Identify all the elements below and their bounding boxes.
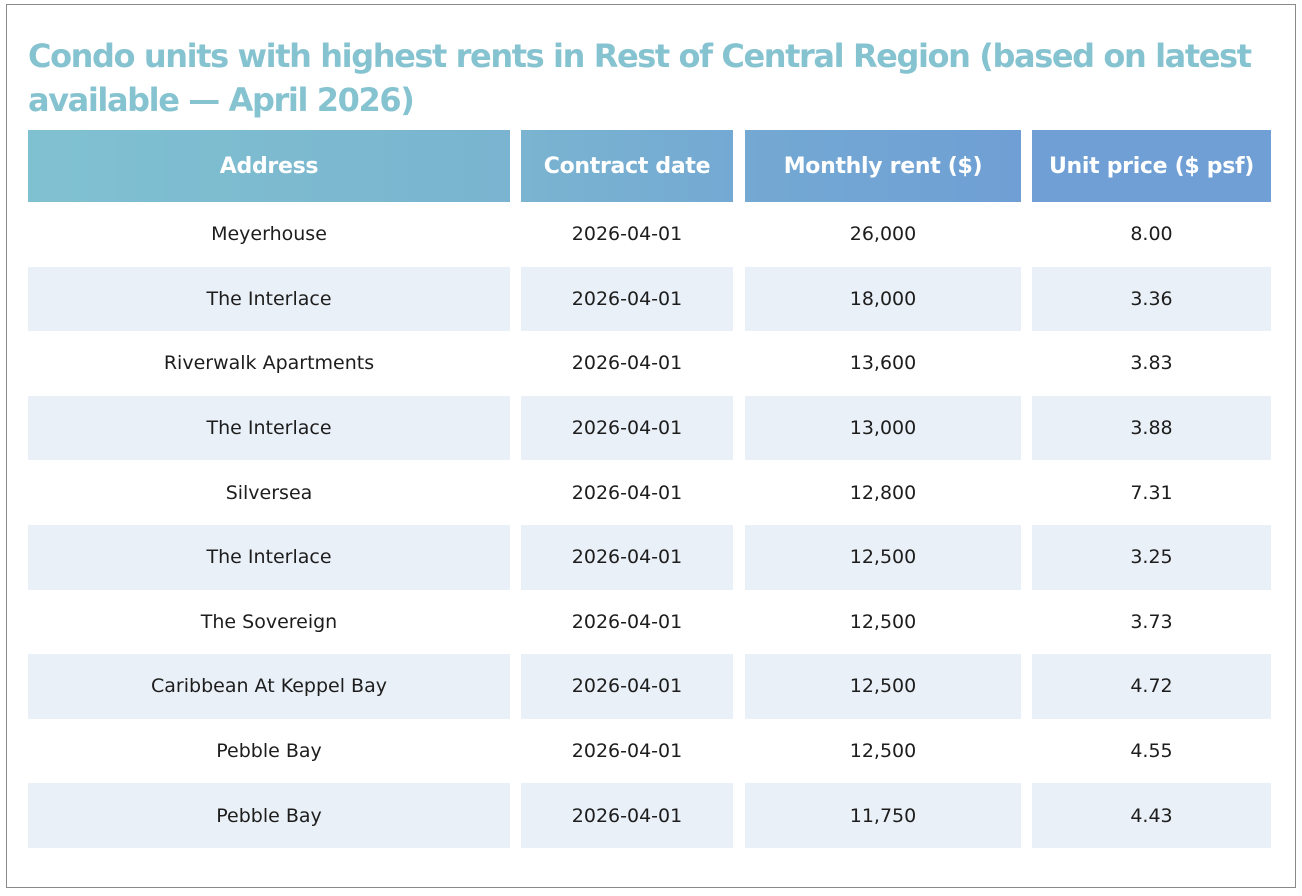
- cell-unit-price: 3.25: [1032, 524, 1271, 590]
- header-contract-date: Contract date: [521, 130, 733, 202]
- table-row: Silversea 2026-04-01 12,800 7.31: [28, 460, 1271, 525]
- table-row: Riverwalk Apartments 2026-04-01 13,600 3.83: [28, 331, 1271, 396]
- cell-unit-price: 3.83: [1130, 352, 1173, 375]
- cell-address: The Sovereign: [200, 610, 338, 633]
- cell-address: Pebble Bay: [216, 740, 322, 763]
- cell-monthly-rent: 26,000: [849, 223, 917, 246]
- cell-unit-price: 7.31: [1130, 481, 1173, 504]
- cell-address: Riverwalk Apartments: [163, 352, 375, 375]
- cell-contract-date: 2026-04-01: [521, 654, 733, 719]
- cell-monthly-rent: 11,750: [745, 783, 1021, 848]
- cell-address: The Interlace: [28, 266, 510, 332]
- cell-unit-price: 3.73: [1130, 610, 1173, 633]
- table-row: Meyerhouse 2026-04-01 26,000 8.00: [28, 202, 1271, 267]
- cell-address: Meyerhouse: [211, 223, 327, 246]
- cell-contract-date: 2026-04-01: [521, 783, 733, 848]
- cell-monthly-rent: 12,500: [849, 740, 917, 763]
- table-body: Meyerhouse 2026-04-01 26,000 8.00 The Interl…: [28, 202, 1271, 848]
- cell-address: Pebble Bay: [28, 783, 510, 848]
- header-unit-price: Unit price ($ psf): [1032, 130, 1271, 202]
- cell-address: The Interlace: [28, 524, 510, 590]
- cell-contract-date: 2026-04-01: [571, 610, 683, 633]
- cell-unit-price: 4.72: [1032, 654, 1271, 719]
- cell-monthly-rent: 13,000: [745, 395, 1021, 461]
- table-row: Caribbean At Keppel Bay 2026-04-01 12,500 4…: [28, 654, 1271, 719]
- cell-unit-price: 3.36: [1032, 266, 1271, 332]
- cell-contract-date: 2026-04-01: [521, 266, 733, 332]
- cell-contract-date: 2026-04-01: [571, 223, 683, 246]
- cell-contract-date: 2026-04-01: [521, 524, 733, 590]
- cell-contract-date: 2026-04-01: [571, 481, 683, 504]
- table-row: The Interlace 2026-04-01 13,000 3.88: [28, 395, 1271, 461]
- cell-monthly-rent: 12,500: [745, 654, 1021, 719]
- cell-unit-price: 8.00: [1130, 223, 1173, 246]
- table-row: The Interlace 2026-04-01 18,000 3.36: [28, 266, 1271, 332]
- data-table: Address Contract date Monthly rent ($) U…: [28, 130, 1271, 848]
- cell-contract-date: 2026-04-01: [571, 352, 683, 375]
- cell-contract-date: 2026-04-01: [521, 395, 733, 461]
- header-address: Address: [28, 130, 510, 202]
- table-row: Pebble Bay 2026-04-01 12,500 4.55: [28, 719, 1271, 784]
- cell-contract-date: 2026-04-01: [571, 740, 683, 763]
- cell-monthly-rent: 12,500: [745, 524, 1021, 590]
- cell-address: Caribbean At Keppel Bay: [28, 654, 510, 719]
- table-row: Pebble Bay 2026-04-01 11,750 4.43: [28, 783, 1271, 848]
- cell-unit-price: 3.88: [1032, 395, 1271, 461]
- cell-address: Silversea: [225, 481, 313, 504]
- header-monthly-rent: Monthly rent ($): [745, 130, 1021, 202]
- cell-unit-price: 4.55: [1130, 740, 1173, 763]
- chart-title: Condo units with highest rents in Rest o…: [28, 37, 1252, 119]
- table-row: The Sovereign 2026-04-01 12,500 3.73: [28, 590, 1271, 655]
- cell-address: The Interlace: [28, 395, 510, 461]
- cell-unit-price: 4.43: [1032, 783, 1271, 848]
- table-row: The Interlace 2026-04-01 12,500 3.25: [28, 524, 1271, 590]
- table-header-row: Address Contract date Monthly rent ($) U…: [28, 130, 1271, 202]
- cell-monthly-rent: 18,000: [745, 266, 1021, 332]
- cell-monthly-rent: 12,500: [849, 610, 917, 633]
- cell-monthly-rent: 13,600: [849, 352, 917, 375]
- cell-monthly-rent: 12,800: [849, 481, 917, 504]
